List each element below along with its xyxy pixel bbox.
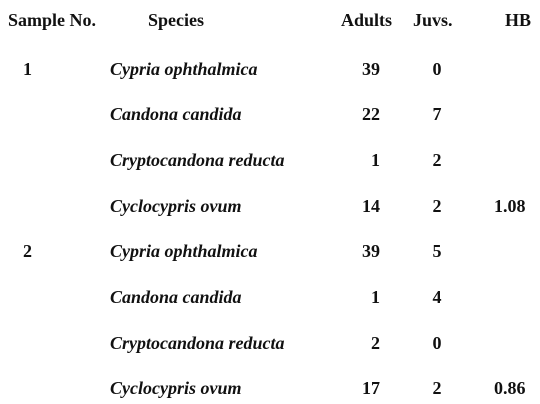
header-adults: Adults <box>341 10 393 30</box>
species-name: Cryptocandona reducta <box>110 333 285 353</box>
juvs-count: 2 <box>432 378 442 398</box>
species-name: Candona candida <box>110 287 242 307</box>
sample-number: 1 <box>23 59 32 79</box>
adults-count: 14 <box>362 196 380 216</box>
header-species: Species <box>148 10 204 30</box>
species-name: Cypria ophthalmica <box>110 241 258 261</box>
adults-count: 39 <box>362 241 380 261</box>
adults-count: 1 <box>371 150 380 170</box>
adults-count: 1 <box>371 287 380 307</box>
adults-count: 39 <box>362 59 380 79</box>
species-name: Cryptocandona reducta <box>110 150 285 170</box>
hb-value: 1.08 <box>494 196 526 216</box>
species-name: Candona candida <box>110 104 242 124</box>
header-hb: HB <box>505 10 532 30</box>
juvs-count: 2 <box>432 196 442 216</box>
species-name: Cyclocypris ovum <box>110 378 242 398</box>
juvs-count: 0 <box>432 59 442 79</box>
header-juvs: Juvs. <box>413 10 453 30</box>
adults-count: 22 <box>362 104 380 124</box>
sample-number: 2 <box>23 241 32 261</box>
juvs-count: 2 <box>432 150 442 170</box>
juvs-count: 5 <box>432 241 442 261</box>
adults-count: 2 <box>371 333 380 353</box>
juvs-count: 7 <box>432 104 442 124</box>
species-name: Cyclocypris ovum <box>110 196 242 216</box>
header-sample-no: Sample No. <box>8 10 97 30</box>
hb-value: 0.86 <box>494 378 526 398</box>
juvs-count: 0 <box>432 333 442 353</box>
adults-count: 17 <box>362 378 380 398</box>
juvs-count: 4 <box>432 287 442 307</box>
species-name: Cypria ophthalmica <box>110 59 258 79</box>
